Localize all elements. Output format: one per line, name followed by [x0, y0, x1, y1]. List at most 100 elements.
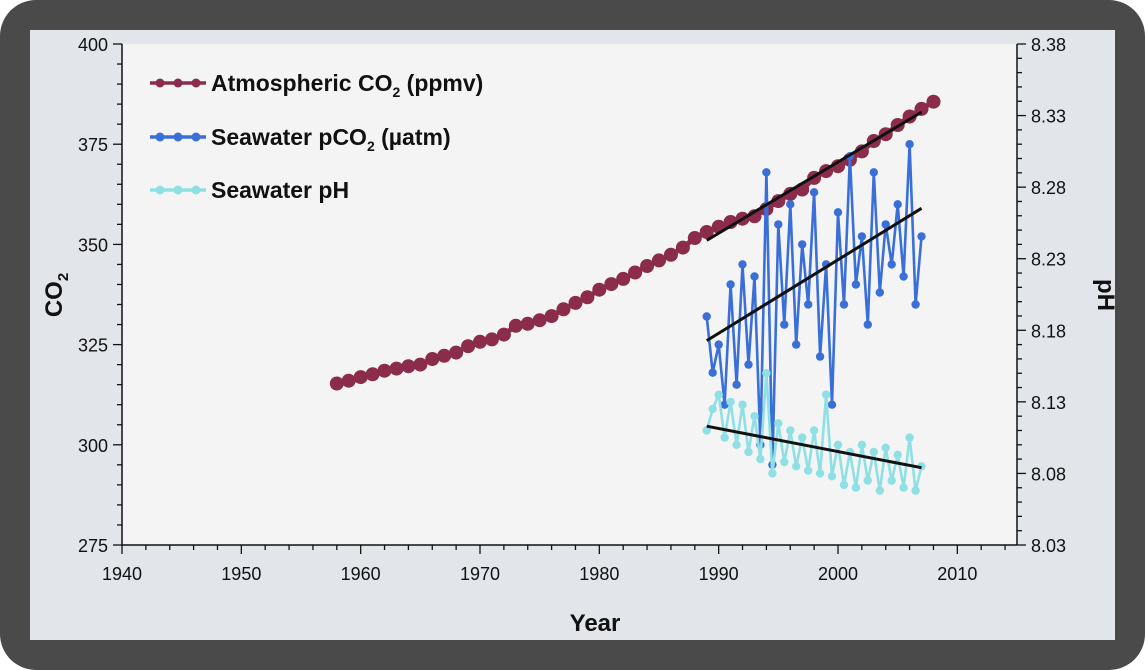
y-left-tick-label: 375 — [78, 135, 108, 155]
right-axis-label: pH — [1092, 279, 1115, 311]
data-point-atmospheric-co2 — [401, 359, 416, 374]
legend-item-atmospheric-co2: Atmospheric CO2 (ppmv) — [150, 70, 483, 100]
data-point-atmospheric-co2 — [854, 144, 869, 159]
series-seawater-pco2 — [702, 140, 926, 469]
data-point-seawater-pco2 — [750, 272, 759, 281]
data-point-atmospheric-co2 — [604, 277, 619, 292]
data-point-atmospheric-co2 — [687, 231, 702, 245]
data-point-atmospheric-co2 — [461, 339, 476, 354]
data-point-atmospheric-co2 — [628, 265, 643, 280]
data-point-seawater-pco2 — [881, 220, 890, 229]
data-point-atmospheric-co2 — [425, 352, 440, 366]
data-point-atmospheric-co2 — [496, 327, 511, 342]
y-left-tick-label: 300 — [78, 436, 108, 456]
legend-label-seawater-ph: Seawater pH — [211, 177, 349, 203]
data-point-seawater-pco2 — [786, 200, 795, 209]
x-tick-label: 1950 — [221, 564, 261, 584]
data-point-seawater-ph — [762, 369, 771, 378]
data-point-atmospheric-co2 — [341, 373, 356, 388]
data-point-atmospheric-co2 — [771, 194, 786, 209]
x-tick-label: 1970 — [460, 564, 500, 584]
data-point-atmospheric-co2 — [329, 376, 344, 391]
data-point-atmospheric-co2 — [640, 259, 655, 273]
chart-svg: 1940 1950 1960 1970 1980 1990 2000 2010 275 300 32… — [41, 35, 1119, 637]
legend-swatch-dot — [155, 78, 165, 88]
series-seawater-ph — [702, 369, 926, 495]
data-point-seawater-ph — [804, 466, 813, 475]
data-point-seawater-pco2 — [875, 288, 884, 297]
data-point-seawater-ph — [911, 486, 920, 495]
data-point-seawater-ph — [821, 390, 831, 399]
data-point-seawater-ph — [702, 426, 711, 435]
data-point-seawater-ph — [780, 457, 789, 467]
data-point-atmospheric-co2 — [914, 101, 929, 116]
data-point-atmospheric-co2 — [556, 302, 571, 317]
data-point-atmospheric-co2 — [365, 367, 380, 382]
left-axis-label: CO2 — [41, 273, 72, 317]
data-point-atmospheric-co2 — [926, 94, 941, 109]
trend-line-atmospheric-co2 — [705, 110, 923, 242]
data-point-seawater-ph — [809, 426, 819, 435]
data-point-seawater-ph — [833, 440, 843, 449]
legend-label-seawater-pco2: Seawater pCO2 (µatm) — [211, 124, 451, 154]
data-point-atmospheric-co2 — [508, 318, 523, 333]
y-left-tick-label: 325 — [78, 336, 108, 356]
data-point-atmospheric-co2 — [544, 309, 559, 324]
legend-swatch-dot — [191, 132, 201, 142]
x-tick-label: 1960 — [341, 564, 381, 584]
data-point-seawater-pco2 — [827, 400, 837, 409]
data-point-atmospheric-co2 — [377, 363, 392, 378]
data-point-seawater-ph — [893, 450, 902, 459]
left-axis-label-main: CO — [41, 281, 68, 317]
data-point-seawater-pco2 — [833, 208, 843, 217]
data-point-seawater-ph — [738, 400, 747, 409]
data-point-seawater-pco2 — [851, 280, 861, 289]
data-point-seawater-ph — [732, 440, 741, 449]
data-point-seawater-pco2 — [780, 320, 789, 329]
y-right-tick-label: 8.13 — [1031, 393, 1066, 413]
data-point-seawater-pco2 — [744, 360, 753, 369]
x-tick-label: 1990 — [699, 564, 739, 584]
legend-swatch-dot — [173, 132, 183, 142]
data-point-seawater-pco2 — [798, 240, 807, 249]
data-point-atmospheric-co2 — [616, 271, 631, 286]
legend-swatch-dot — [155, 185, 165, 195]
y-right-tick-label: 8.28 — [1031, 178, 1066, 198]
data-point-atmospheric-co2 — [532, 313, 547, 328]
x-tick-label: 1980 — [579, 564, 619, 584]
y-left-tick-label: 400 — [78, 35, 108, 55]
data-point-atmospheric-co2 — [592, 282, 607, 297]
legend-item-seawater-ph: Seawater pH — [150, 177, 349, 203]
y-right-tick-label: 8.18 — [1031, 321, 1066, 341]
data-point-atmospheric-co2 — [663, 247, 678, 262]
data-point-seawater-pco2 — [726, 280, 735, 289]
data-point-seawater-ph — [792, 462, 801, 471]
data-point-seawater-pco2 — [738, 260, 747, 269]
legend-swatch-dot — [191, 78, 201, 88]
y-right-tick-label: 8.33 — [1031, 107, 1066, 127]
legend-swatch-dot — [173, 78, 183, 88]
data-point-seawater-ph — [714, 390, 723, 399]
data-point-atmospheric-co2 — [437, 348, 452, 363]
data-point-seawater-pco2 — [708, 368, 717, 377]
data-point-seawater-pco2 — [809, 188, 819, 197]
trend-layer — [705, 110, 923, 470]
trend-line-seawater-ph — [706, 424, 922, 470]
data-point-seawater-ph — [756, 454, 765, 464]
data-point-seawater-ph — [720, 433, 729, 442]
data-point-seawater-pco2 — [887, 260, 896, 269]
y-right-tick-label: 8.08 — [1031, 464, 1066, 484]
data-point-seawater-ph — [786, 426, 795, 435]
data-point-seawater-ph — [899, 483, 908, 492]
legend-label-atmospheric-co2: Atmospheric CO2 (ppmv) — [211, 70, 483, 100]
legend-swatch-dot — [155, 132, 165, 142]
data-point-seawater-pco2 — [893, 200, 902, 209]
x-tick-label: 2000 — [818, 564, 858, 584]
data-point-seawater-ph — [875, 486, 884, 495]
legend: Atmospheric CO2 (ppmv) Seawater pCO2 (µa… — [150, 70, 483, 203]
data-point-seawater-ph — [744, 447, 753, 457]
y-left-tick-label: 275 — [78, 536, 108, 556]
data-point-seawater-pco2 — [857, 232, 867, 241]
data-point-seawater-ph — [768, 469, 777, 478]
data-point-seawater-pco2 — [702, 312, 711, 321]
